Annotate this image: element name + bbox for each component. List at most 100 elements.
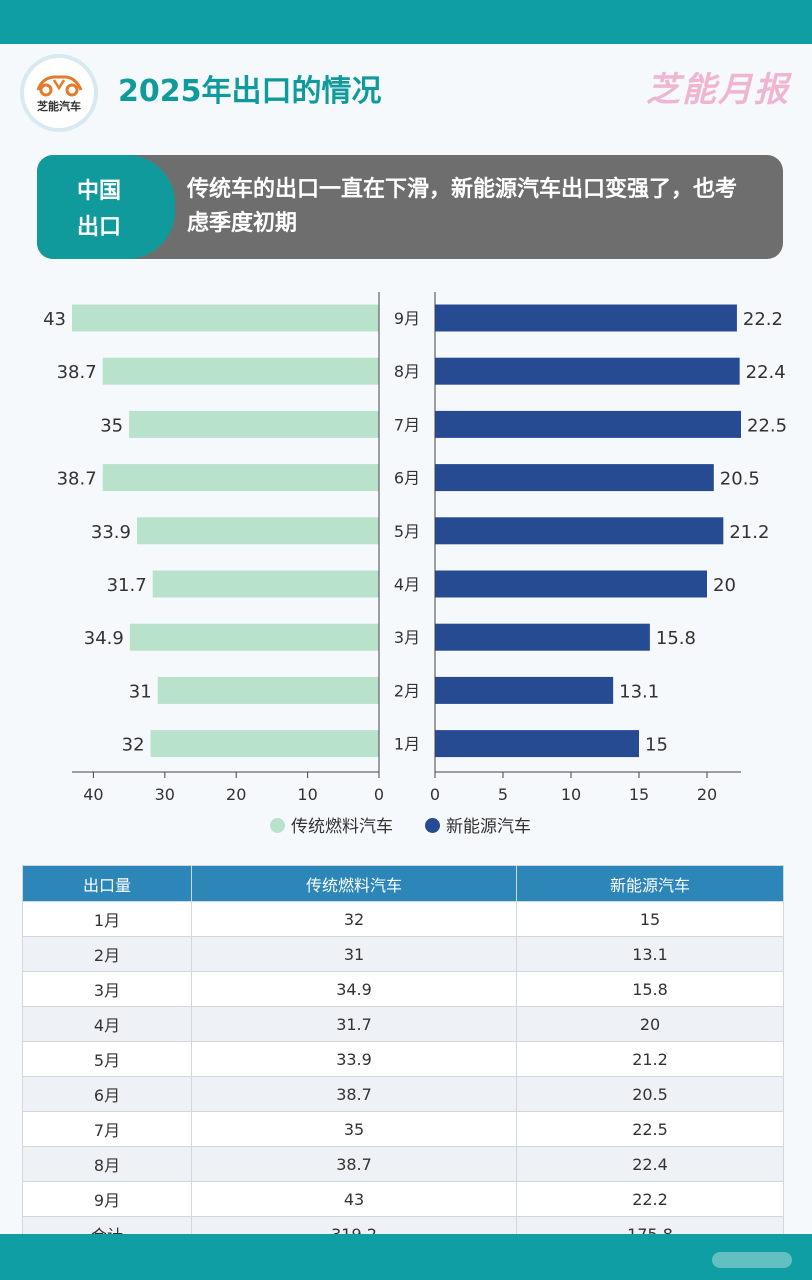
bar-nev-4 bbox=[435, 464, 714, 492]
category-label-4: 6月 bbox=[394, 469, 420, 488]
label-nev-5: 21.2 bbox=[729, 522, 769, 543]
table-cell: 43 bbox=[191, 1181, 517, 1217]
bar-fuel-7 bbox=[129, 623, 379, 651]
tick-label-fuel-4: 0 bbox=[374, 785, 384, 804]
bar-fuel-6 bbox=[152, 570, 379, 598]
label-nev-2: 22.4 bbox=[746, 362, 786, 383]
label-fuel-4: 38.7 bbox=[57, 469, 97, 490]
bar-nev-7 bbox=[435, 623, 650, 651]
table-cell: 9月 bbox=[22, 1181, 192, 1217]
table-row: 7月 35 22.5 bbox=[22, 1111, 784, 1147]
table-cell: 2月 bbox=[22, 936, 192, 972]
tick-label-nev-0: 0 bbox=[430, 785, 440, 804]
table-cell: 3月 bbox=[22, 971, 192, 1007]
table-row: 4月 31.7 20 bbox=[22, 1006, 784, 1042]
bar-nev-9 bbox=[435, 730, 639, 758]
export-table: 出口量 传统燃料汽车 新能源汽车 1月 32 15 2月 31 13.1 3月 34.9 1… bbox=[22, 865, 784, 1252]
table-cell: 15.8 bbox=[516, 971, 784, 1007]
bar-nev-8 bbox=[435, 676, 614, 704]
table-cell: 20.5 bbox=[516, 1076, 784, 1112]
table-cell: 34.9 bbox=[191, 971, 517, 1007]
label-fuel-7: 34.9 bbox=[84, 628, 124, 649]
table-row: 2月 31 13.1 bbox=[22, 936, 784, 972]
label-fuel-1: 43 bbox=[43, 309, 66, 330]
watermark bbox=[712, 1252, 792, 1268]
tick-label-fuel-0: 40 bbox=[83, 785, 103, 804]
bar-fuel-5 bbox=[136, 517, 379, 545]
table-cell: 31.7 bbox=[191, 1006, 517, 1042]
table-cell: 31 bbox=[191, 936, 517, 972]
banner-tag: 中国 出口 bbox=[37, 155, 175, 259]
page-title: 2025年出口的情况 bbox=[118, 74, 382, 109]
table-cell: 32 bbox=[191, 901, 517, 937]
bar-nev-6 bbox=[435, 570, 707, 598]
bar-nev-1 bbox=[435, 304, 737, 332]
category-label-5: 5月 bbox=[394, 522, 420, 541]
table-header-row: 出口量 传统燃料汽车 新能源汽车 bbox=[22, 865, 784, 902]
category-label-1: 9月 bbox=[394, 309, 420, 328]
tick-label-fuel-2: 20 bbox=[226, 785, 246, 804]
bar-fuel-8 bbox=[157, 676, 379, 704]
bar-nev-3 bbox=[435, 410, 741, 438]
legend-fuel: 传统燃料汽车 bbox=[270, 812, 393, 837]
table-row: 1月 32 15 bbox=[22, 901, 784, 937]
label-nev-3: 22.5 bbox=[747, 415, 787, 436]
table-cell: 21.2 bbox=[516, 1041, 784, 1077]
label-nev-4: 20.5 bbox=[720, 469, 760, 490]
bar-fuel-4 bbox=[102, 464, 379, 492]
label-nev-9: 15 bbox=[645, 735, 668, 756]
label-fuel-8: 31 bbox=[129, 681, 152, 702]
butterfly-bar-chart: 43 22.2 9月 38.7 22.4 8月 35 22.5 7月 38.7 20.5 6月 33.9… bbox=[43, 292, 787, 804]
tick-label-fuel-3: 10 bbox=[297, 785, 317, 804]
car-logo-icon bbox=[36, 75, 83, 97]
bar-nev-2 bbox=[435, 357, 740, 385]
table-cell: 13.1 bbox=[516, 936, 784, 972]
category-label-9: 1月 bbox=[394, 735, 420, 754]
table-cell: 1月 bbox=[22, 901, 192, 937]
table-header-month: 出口量 bbox=[22, 865, 192, 902]
label-fuel-5: 33.9 bbox=[91, 522, 131, 543]
table-cell: 38.7 bbox=[191, 1076, 517, 1112]
table-cell: 5月 bbox=[22, 1041, 192, 1077]
table-cell: 8月 bbox=[22, 1146, 192, 1182]
legend-fuel-dot bbox=[270, 817, 285, 833]
logo-text: 芝能汽车 bbox=[37, 100, 81, 113]
banner-text: 传统车的出口一直在下滑，新能源汽车出口变强了，也考虑季度初期 bbox=[187, 177, 738, 236]
category-label-6: 4月 bbox=[394, 575, 420, 594]
category-label-2: 8月 bbox=[394, 362, 420, 381]
label-fuel-3: 35 bbox=[100, 415, 123, 436]
label-nev-6: 20 bbox=[713, 575, 736, 596]
top-bar bbox=[0, 0, 812, 44]
legend-nev: 新能源汽车 bbox=[425, 812, 531, 837]
table-cell: 7月 bbox=[22, 1111, 192, 1147]
table-cell: 22.4 bbox=[516, 1146, 784, 1182]
category-label-7: 3月 bbox=[394, 628, 420, 647]
table-cell: 22.2 bbox=[516, 1181, 784, 1217]
table-row: 6月 38.7 20.5 bbox=[22, 1076, 784, 1112]
label-nev-8: 13.1 bbox=[619, 681, 659, 702]
label-nev-1: 22.2 bbox=[743, 309, 783, 330]
bottom-bar bbox=[0, 1234, 812, 1280]
category-label-3: 7月 bbox=[394, 415, 420, 434]
banner-tag-line1: 中国 bbox=[76, 179, 121, 204]
table-cell: 33.9 bbox=[191, 1041, 517, 1077]
table-header-nev: 新能源汽车 bbox=[516, 865, 784, 902]
brand-label: 芝能月报 bbox=[646, 70, 790, 110]
tick-label-nev-2: 10 bbox=[561, 785, 581, 804]
bar-fuel-1 bbox=[72, 304, 379, 332]
table-cell: 15 bbox=[516, 901, 784, 937]
legend-nev-label: 新能源汽车 bbox=[446, 817, 531, 837]
table-row: 3月 34.9 15.8 bbox=[22, 971, 784, 1007]
table-row: 9月 43 22.2 bbox=[22, 1181, 784, 1217]
category-label-8: 2月 bbox=[394, 681, 420, 700]
bar-fuel-9 bbox=[150, 730, 379, 758]
summary-banner: 中国 出口 传统车的出口一直在下滑，新能源汽车出口变强了，也考虑季度初期 bbox=[37, 155, 783, 259]
bar-nev-5 bbox=[435, 517, 724, 545]
table-header-fuel: 传统燃料汽车 bbox=[191, 865, 517, 902]
table-cell: 4月 bbox=[22, 1006, 192, 1042]
label-fuel-6: 31.7 bbox=[107, 575, 147, 596]
table-cell: 38.7 bbox=[191, 1146, 517, 1182]
bar-fuel-2 bbox=[102, 357, 379, 385]
tick-label-nev-4: 20 bbox=[697, 785, 717, 804]
table-cell: 22.5 bbox=[516, 1111, 784, 1147]
